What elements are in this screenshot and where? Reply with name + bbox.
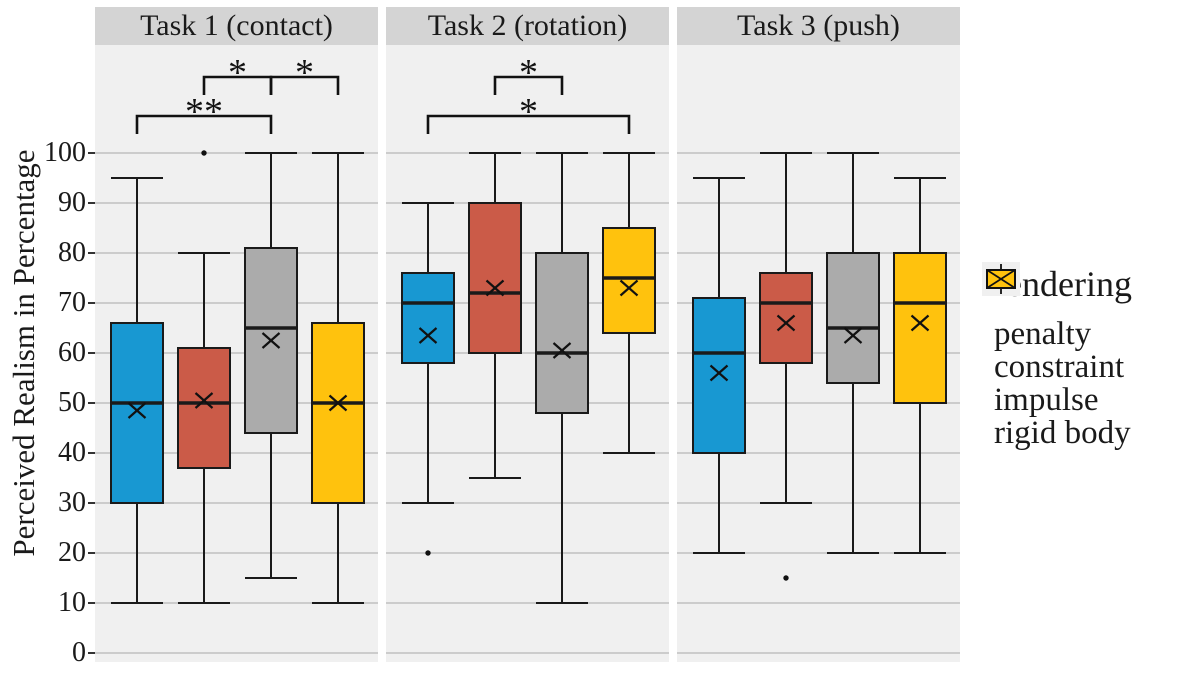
iqr-box — [826, 252, 880, 384]
y-tick-mark — [88, 452, 95, 454]
mean-marker — [709, 364, 729, 382]
legend-item-label: penalty — [994, 316, 1092, 352]
mean-marker — [328, 394, 348, 412]
y-tick-label: 20 — [58, 537, 86, 568]
boxplot-constraint — [468, 152, 522, 479]
significance-label: * — [519, 52, 538, 94]
legend-item-label: constraint — [994, 349, 1125, 385]
mean-marker — [418, 327, 438, 344]
mean-marker — [127, 402, 147, 419]
significance-bracket — [269, 75, 340, 95]
y-tick-label: 90 — [58, 187, 86, 218]
legend-items: penalty constraint impulse rigid body — [982, 262, 1180, 451]
y-tick-label: 60 — [58, 337, 86, 368]
mean-marker — [552, 342, 572, 359]
iqr-box — [110, 322, 164, 504]
y-tick-label: 70 — [58, 287, 86, 318]
mean-marker — [194, 392, 214, 409]
significance-label: * — [295, 52, 314, 94]
significance-label: * — [519, 91, 538, 133]
y-tick-label: 10 — [58, 587, 86, 618]
legend-item-constraint: constraint — [982, 262, 1180, 385]
iqr-box — [759, 272, 813, 364]
panel-title: Task 2 (rotation) — [386, 7, 669, 45]
significance-bracket — [426, 114, 631, 134]
legend-item-label: rigid body — [994, 415, 1131, 451]
iqr-box — [177, 347, 231, 469]
y-tick-label: 30 — [58, 487, 86, 518]
iqr-box — [692, 297, 746, 454]
y-tick-mark — [88, 252, 95, 254]
iqr-box — [602, 227, 656, 334]
y-tick-mark — [88, 352, 95, 354]
panel-title: Task 1 (contact) — [95, 7, 378, 45]
boxplot-rigid body — [893, 177, 947, 554]
significance-label: * — [228, 52, 247, 94]
significance-bracket — [135, 114, 273, 134]
y-tick-mark — [88, 552, 95, 554]
boxplot-impulse — [244, 152, 298, 579]
boxplot-penalty — [110, 177, 164, 604]
y-tick-mark — [88, 402, 95, 404]
boxplot-impulse — [826, 152, 880, 554]
iqr-box — [468, 202, 522, 354]
mean-marker — [485, 279, 505, 297]
boxplot-constraint — [759, 152, 813, 581]
y-tick-mark — [88, 602, 95, 604]
boxplot-penalty — [692, 177, 746, 554]
y-tick-label: 40 — [58, 437, 86, 468]
boxplot-rigid body — [602, 152, 656, 454]
iqr-box — [401, 272, 455, 364]
y-tick-mark — [88, 652, 95, 654]
boxplot-penalty — [401, 202, 455, 556]
mean-marker — [619, 279, 639, 297]
outlier-point — [783, 575, 789, 581]
mean-marker — [910, 314, 930, 332]
iqr-box — [893, 252, 947, 404]
iqr-box — [535, 252, 589, 414]
y-tick-label: 0 — [72, 637, 86, 668]
outlier-point — [201, 150, 207, 156]
significance-label: ** — [185, 91, 223, 133]
y-tick-mark — [88, 202, 95, 204]
significance-bracket — [493, 75, 564, 95]
y-tick-label: 50 — [58, 387, 86, 418]
mean-marker — [261, 332, 281, 349]
y-tick-label: 100 — [44, 137, 86, 168]
mean-marker — [776, 314, 796, 332]
legend-item-label: impulse — [994, 382, 1099, 418]
y-tick-label: 80 — [58, 237, 86, 268]
y-tick-mark — [88, 302, 95, 304]
boxplot-constraint — [177, 150, 231, 604]
boxplot-rigid body — [311, 152, 365, 604]
y-tick-mark — [88, 502, 95, 504]
y-tick-mark — [88, 152, 95, 154]
iqr-box — [311, 322, 365, 504]
panel-title: Task 3 (push) — [677, 7, 960, 45]
outlier-point — [425, 550, 431, 556]
boxplot-impulse — [535, 152, 589, 604]
mean-marker — [843, 327, 863, 344]
legend: Rendering penalty constraint impulse rigid … — [982, 262, 1180, 450]
legend-key-icon — [982, 262, 1020, 296]
legend-item-impulse: impulse — [982, 262, 1180, 418]
legend-item-rigid-body: rigid body — [982, 262, 1180, 451]
legend-item-penalty: penalty — [982, 262, 1180, 352]
